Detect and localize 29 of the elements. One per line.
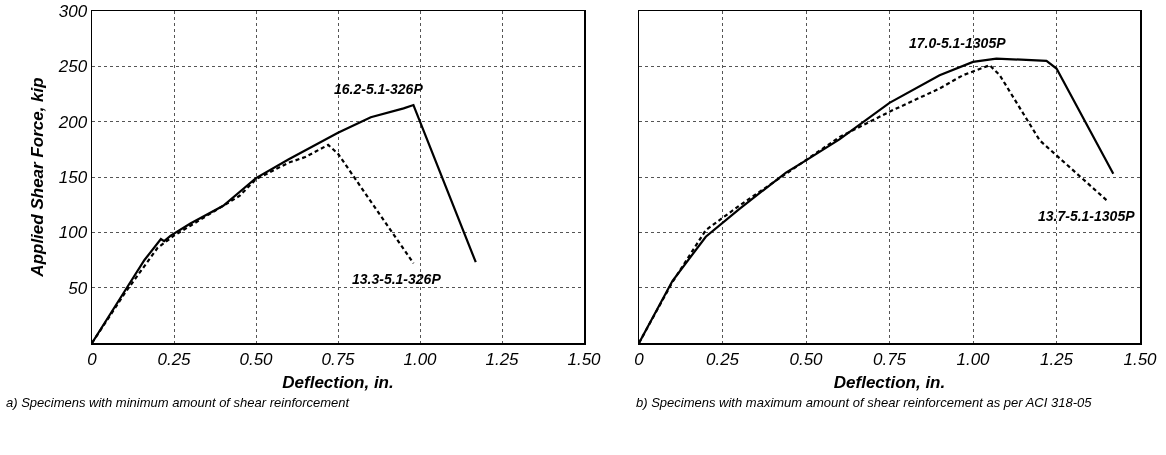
x-axis-title: Deflection, in. — [282, 373, 394, 393]
x-tick-label: 0.50 — [239, 349, 274, 369]
x-tick-label: 0 — [87, 349, 98, 369]
series-label: 17.0-5.1-1305P — [909, 35, 1007, 51]
x-tick-label: 0.50 — [789, 349, 824, 369]
x-axis-title: Deflection, in. — [833, 373, 946, 393]
x-tick-label: 0.75 — [321, 349, 356, 369]
x-tick-label: 0 — [634, 349, 645, 369]
y-tick-label: 50 — [68, 278, 88, 298]
y-tick-label: 250 — [57, 57, 88, 77]
x-tick-label: 0.75 — [872, 349, 907, 369]
x-tick-label: 1.00 — [956, 349, 991, 369]
x-tick-label: 1.00 — [403, 349, 438, 369]
y-tick-label: 100 — [58, 223, 88, 243]
y-tick-label: 200 — [57, 112, 88, 132]
x-tick-label: 1.50 — [1123, 349, 1158, 369]
text: a) Specimens with minimum amount of shear reinforcement — [6, 394, 351, 411]
text: b) Specimens with maximum amount of shear reinforcement as per ACI 318-05 — [636, 394, 1093, 411]
x-tick-label: 1.50 — [567, 349, 602, 369]
x-tick-label: 1.25 — [1039, 349, 1074, 369]
series-label: 13.7-5.1-1305P — [1038, 208, 1136, 224]
x-tick-label: 0.25 — [705, 349, 740, 369]
y-tick-label: 300 — [58, 1, 88, 21]
x-tick-label: 1.25 — [485, 349, 520, 369]
x-tick-label: 0.25 — [157, 349, 192, 369]
y-tick-label: 150 — [58, 167, 88, 187]
series-label: 16.2-5.1-326P — [334, 81, 424, 97]
y-axis-title: Applied Shear Force, kip — [27, 77, 47, 278]
series-label: 13.3-5.1-326P — [352, 271, 442, 287]
